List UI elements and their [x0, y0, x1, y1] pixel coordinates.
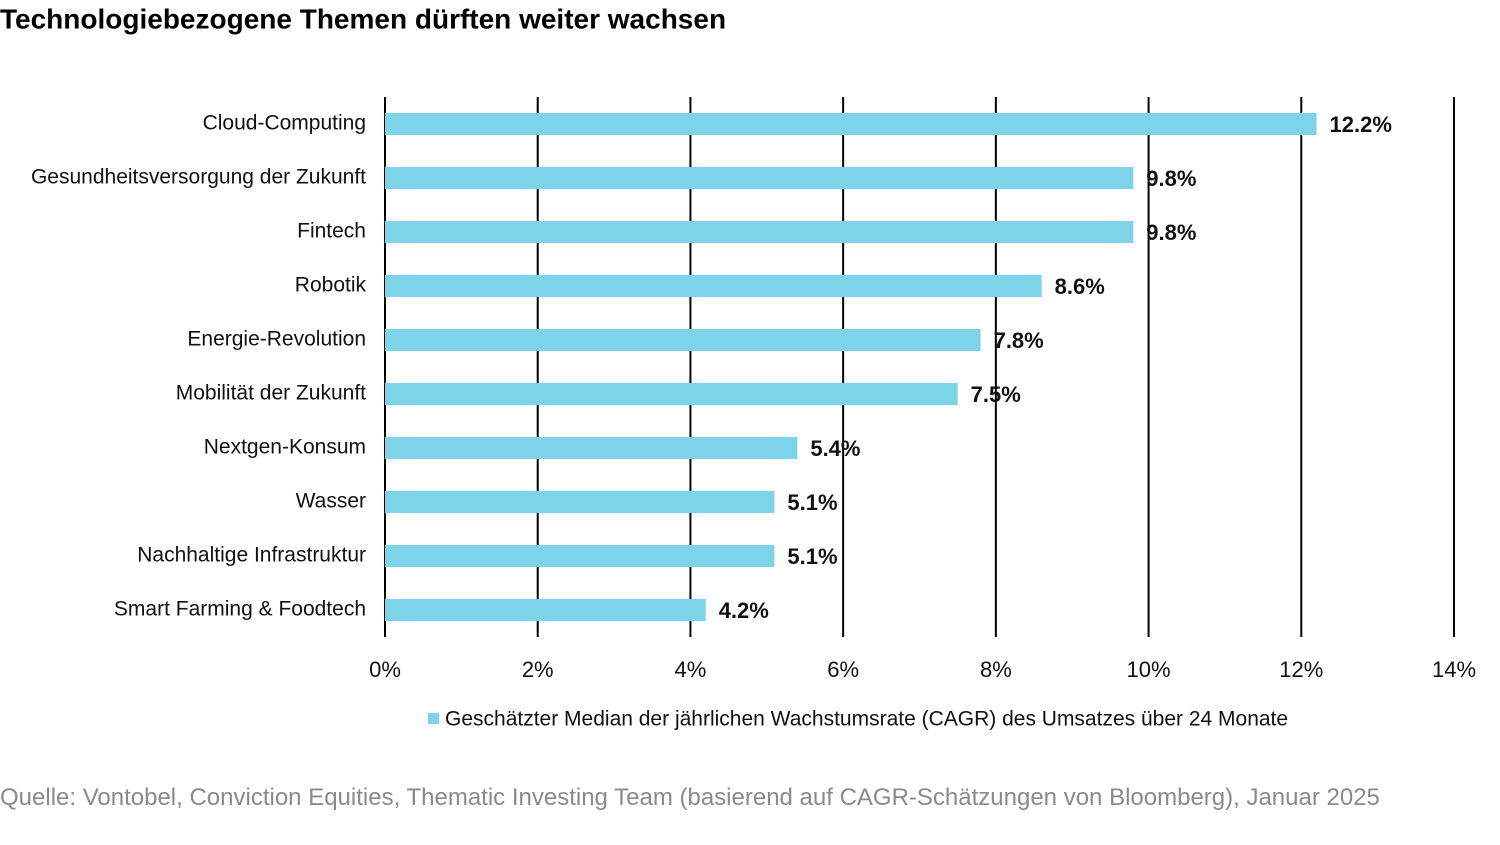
x-tick-label: 4% — [675, 657, 707, 682]
data-label: 5.4% — [810, 436, 860, 461]
x-tick-label: 6% — [827, 657, 859, 682]
x-tick-label: 2% — [522, 657, 554, 682]
y-tick-label: Fintech — [297, 220, 366, 243]
legend-label: Geschätzter Median der jährlichen Wachst… — [445, 708, 1288, 731]
data-label: 9.8% — [1146, 166, 1196, 191]
bar — [385, 383, 958, 405]
y-tick-label: Energie-Revolution — [187, 328, 366, 351]
y-tick-label: Nextgen-Konsum — [204, 436, 366, 459]
chart-title: Technologiebezogene Themen dürften weite… — [0, 3, 726, 34]
y-tick-label: Smart Farming & Foodtech — [114, 598, 366, 621]
x-tick-label: 0% — [369, 657, 401, 682]
data-label: 7.8% — [994, 328, 1044, 353]
data-label: 4.2% — [719, 598, 769, 623]
y-tick-label: Wasser — [296, 490, 366, 513]
legend-swatch — [428, 713, 439, 724]
source-note: Quelle: Vontobel, Conviction Equities, T… — [0, 784, 1380, 811]
x-tick-label: 8% — [980, 657, 1012, 682]
x-tick-label: 10% — [1127, 657, 1171, 682]
bar — [385, 599, 706, 621]
chart: Technologiebezogene Themen dürften weite… — [0, 3, 1476, 731]
bar — [385, 491, 775, 513]
bar — [385, 329, 981, 351]
data-label: 9.8% — [1146, 220, 1196, 245]
data-label: 5.1% — [787, 490, 837, 515]
bar — [385, 437, 798, 459]
x-tick-label: 12% — [1279, 657, 1323, 682]
bar — [385, 113, 1317, 135]
x-tick-label: 14% — [1432, 657, 1476, 682]
y-tick-label: Mobilität der Zukunft — [176, 382, 366, 405]
data-label: 12.2% — [1330, 112, 1392, 137]
y-tick-label: Cloud-Computing — [203, 112, 366, 135]
bar — [385, 545, 775, 567]
data-label: 7.5% — [971, 382, 1021, 407]
data-label: 8.6% — [1055, 274, 1105, 299]
y-tick-label: Gesundheitsversorgung der Zukunft — [31, 166, 366, 189]
y-tick-label: Robotik — [295, 274, 367, 297]
bar — [385, 275, 1042, 297]
data-label: 5.1% — [787, 544, 837, 569]
bar — [385, 167, 1134, 189]
bar — [385, 221, 1134, 243]
y-tick-label: Nachhaltige Infrastruktur — [137, 544, 366, 567]
